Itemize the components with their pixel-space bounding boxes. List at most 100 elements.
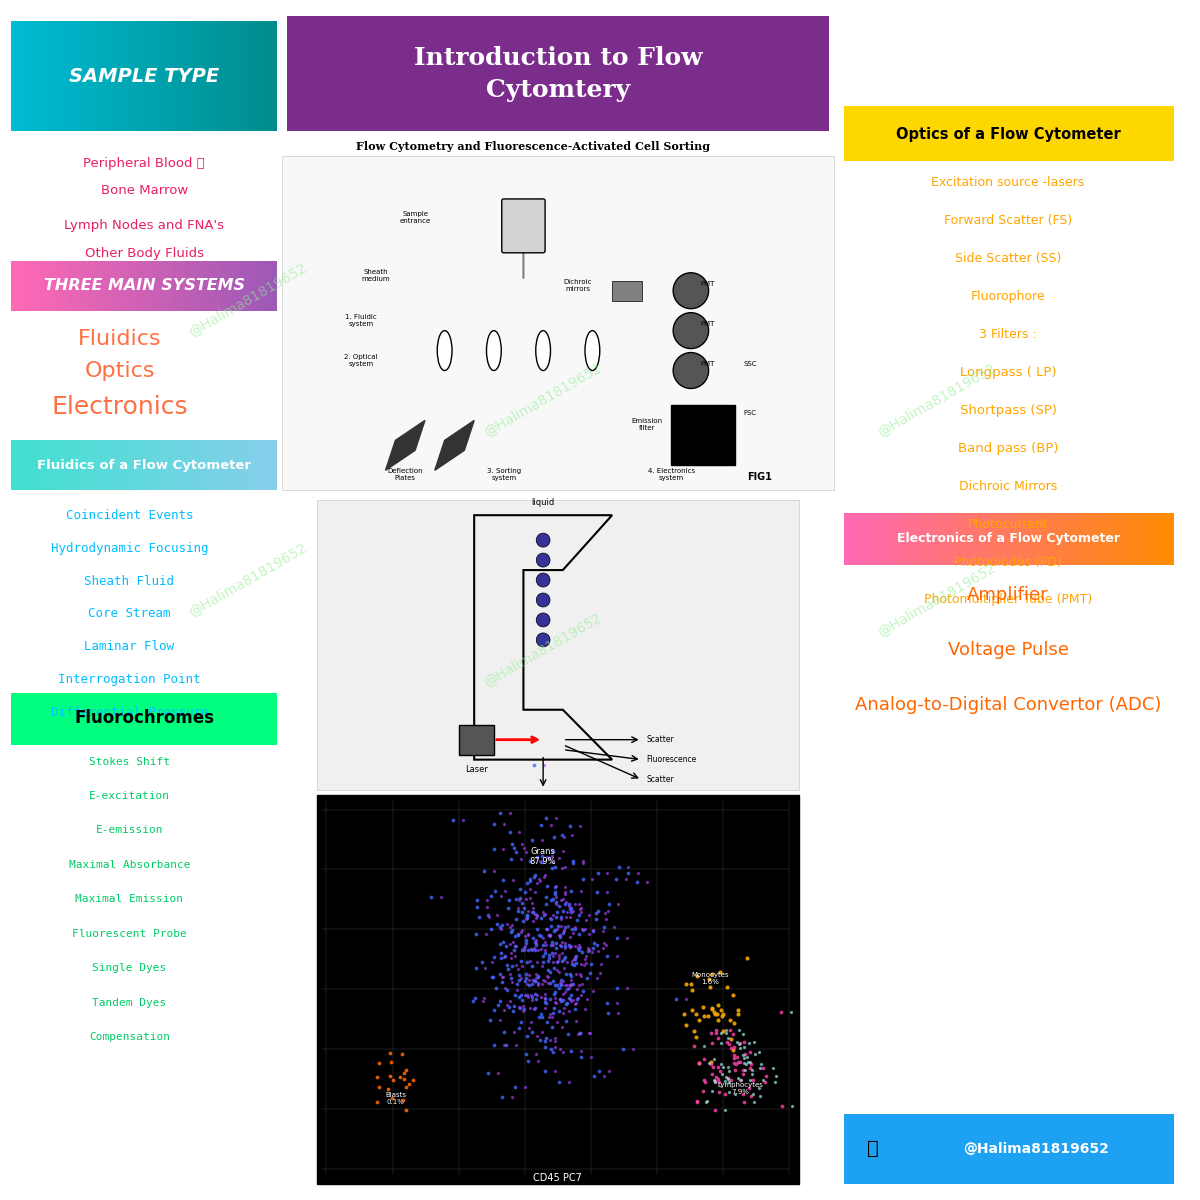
Point: [523, 911, 542, 930]
Text: Photocurrent: Photocurrent: [967, 517, 1049, 530]
Bar: [1087, 514, 1091, 565]
Bar: [157, 22, 160, 131]
Text: Scatter: Scatter: [647, 736, 674, 744]
Point: [474, 991, 493, 1010]
Point: [584, 934, 604, 953]
Bar: [1034, 514, 1038, 565]
Point: [541, 1039, 560, 1058]
Point: [556, 884, 575, 904]
Bar: [54, 260, 56, 311]
Bar: [227, 440, 229, 491]
Bar: [120, 260, 122, 311]
Point: [392, 1044, 412, 1063]
Bar: [52, 22, 54, 131]
Point: [497, 1036, 516, 1055]
Bar: [78, 22, 80, 131]
Point: [562, 966, 581, 985]
Point: [532, 1004, 551, 1024]
Bar: [150, 440, 152, 491]
Point: [702, 965, 721, 984]
Bar: [235, 260, 238, 311]
Bar: [122, 440, 126, 491]
Point: [677, 1015, 696, 1034]
Point: [547, 953, 566, 972]
Bar: [876, 514, 880, 565]
Bar: [65, 440, 67, 491]
Point: [556, 994, 575, 1013]
Bar: [176, 440, 179, 491]
Bar: [216, 260, 218, 311]
Point: [725, 1049, 744, 1068]
Bar: [936, 514, 940, 565]
Bar: [174, 22, 176, 131]
Point: [526, 971, 545, 990]
FancyBboxPatch shape: [287, 17, 829, 131]
Point: [740, 1052, 760, 1072]
Point: [560, 976, 580, 995]
Bar: [163, 260, 166, 311]
Point: [536, 1062, 556, 1081]
Point: [488, 1063, 508, 1082]
Point: [478, 906, 497, 925]
Bar: [214, 440, 216, 491]
Point: [528, 967, 547, 986]
FancyBboxPatch shape: [317, 500, 799, 790]
Point: [521, 986, 540, 1006]
Point: [380, 1066, 400, 1085]
Point: [704, 1050, 724, 1069]
Point: [572, 919, 592, 938]
Point: [517, 1026, 536, 1045]
Bar: [216, 22, 218, 131]
Point: [553, 984, 572, 1003]
Bar: [115, 440, 118, 491]
Bar: [107, 440, 109, 491]
Polygon shape: [385, 420, 425, 470]
Point: [556, 917, 575, 936]
Bar: [17, 440, 19, 491]
Bar: [972, 514, 976, 565]
Bar: [883, 514, 887, 565]
Bar: [91, 22, 94, 131]
Point: [512, 941, 532, 960]
Bar: [1147, 514, 1151, 565]
Point: [523, 970, 542, 989]
Point: [502, 1087, 521, 1106]
Point: [702, 1052, 721, 1072]
Point: [508, 959, 527, 978]
Bar: [205, 260, 208, 311]
Text: Lymph Nodes and FNA's: Lymph Nodes and FNA's: [65, 220, 224, 233]
Point: [533, 853, 552, 872]
Point: [598, 863, 617, 882]
Bar: [275, 440, 277, 491]
Point: [713, 1064, 732, 1084]
Point: [554, 998, 574, 1018]
Bar: [251, 260, 253, 311]
Bar: [1117, 514, 1121, 565]
Point: [511, 850, 530, 869]
Bar: [870, 514, 874, 565]
Bar: [80, 22, 83, 131]
Point: [546, 877, 565, 896]
Point: [516, 842, 535, 862]
Point: [512, 834, 532, 853]
Point: [551, 937, 570, 956]
Point: [562, 881, 581, 900]
Circle shape: [673, 272, 709, 308]
Point: [618, 863, 637, 882]
Bar: [216, 440, 218, 491]
Point: [737, 1055, 756, 1074]
Bar: [24, 22, 28, 131]
Point: [498, 959, 517, 978]
Point: [571, 1048, 590, 1067]
Point: [541, 1004, 560, 1024]
Bar: [853, 514, 857, 565]
Point: [552, 858, 571, 877]
Point: [526, 941, 545, 960]
Point: [696, 1072, 715, 1091]
Point: [708, 1057, 727, 1076]
Point: [721, 1038, 740, 1057]
Point: [558, 1025, 577, 1044]
Point: [708, 996, 727, 1015]
Point: [559, 894, 578, 913]
Point: [498, 914, 517, 934]
